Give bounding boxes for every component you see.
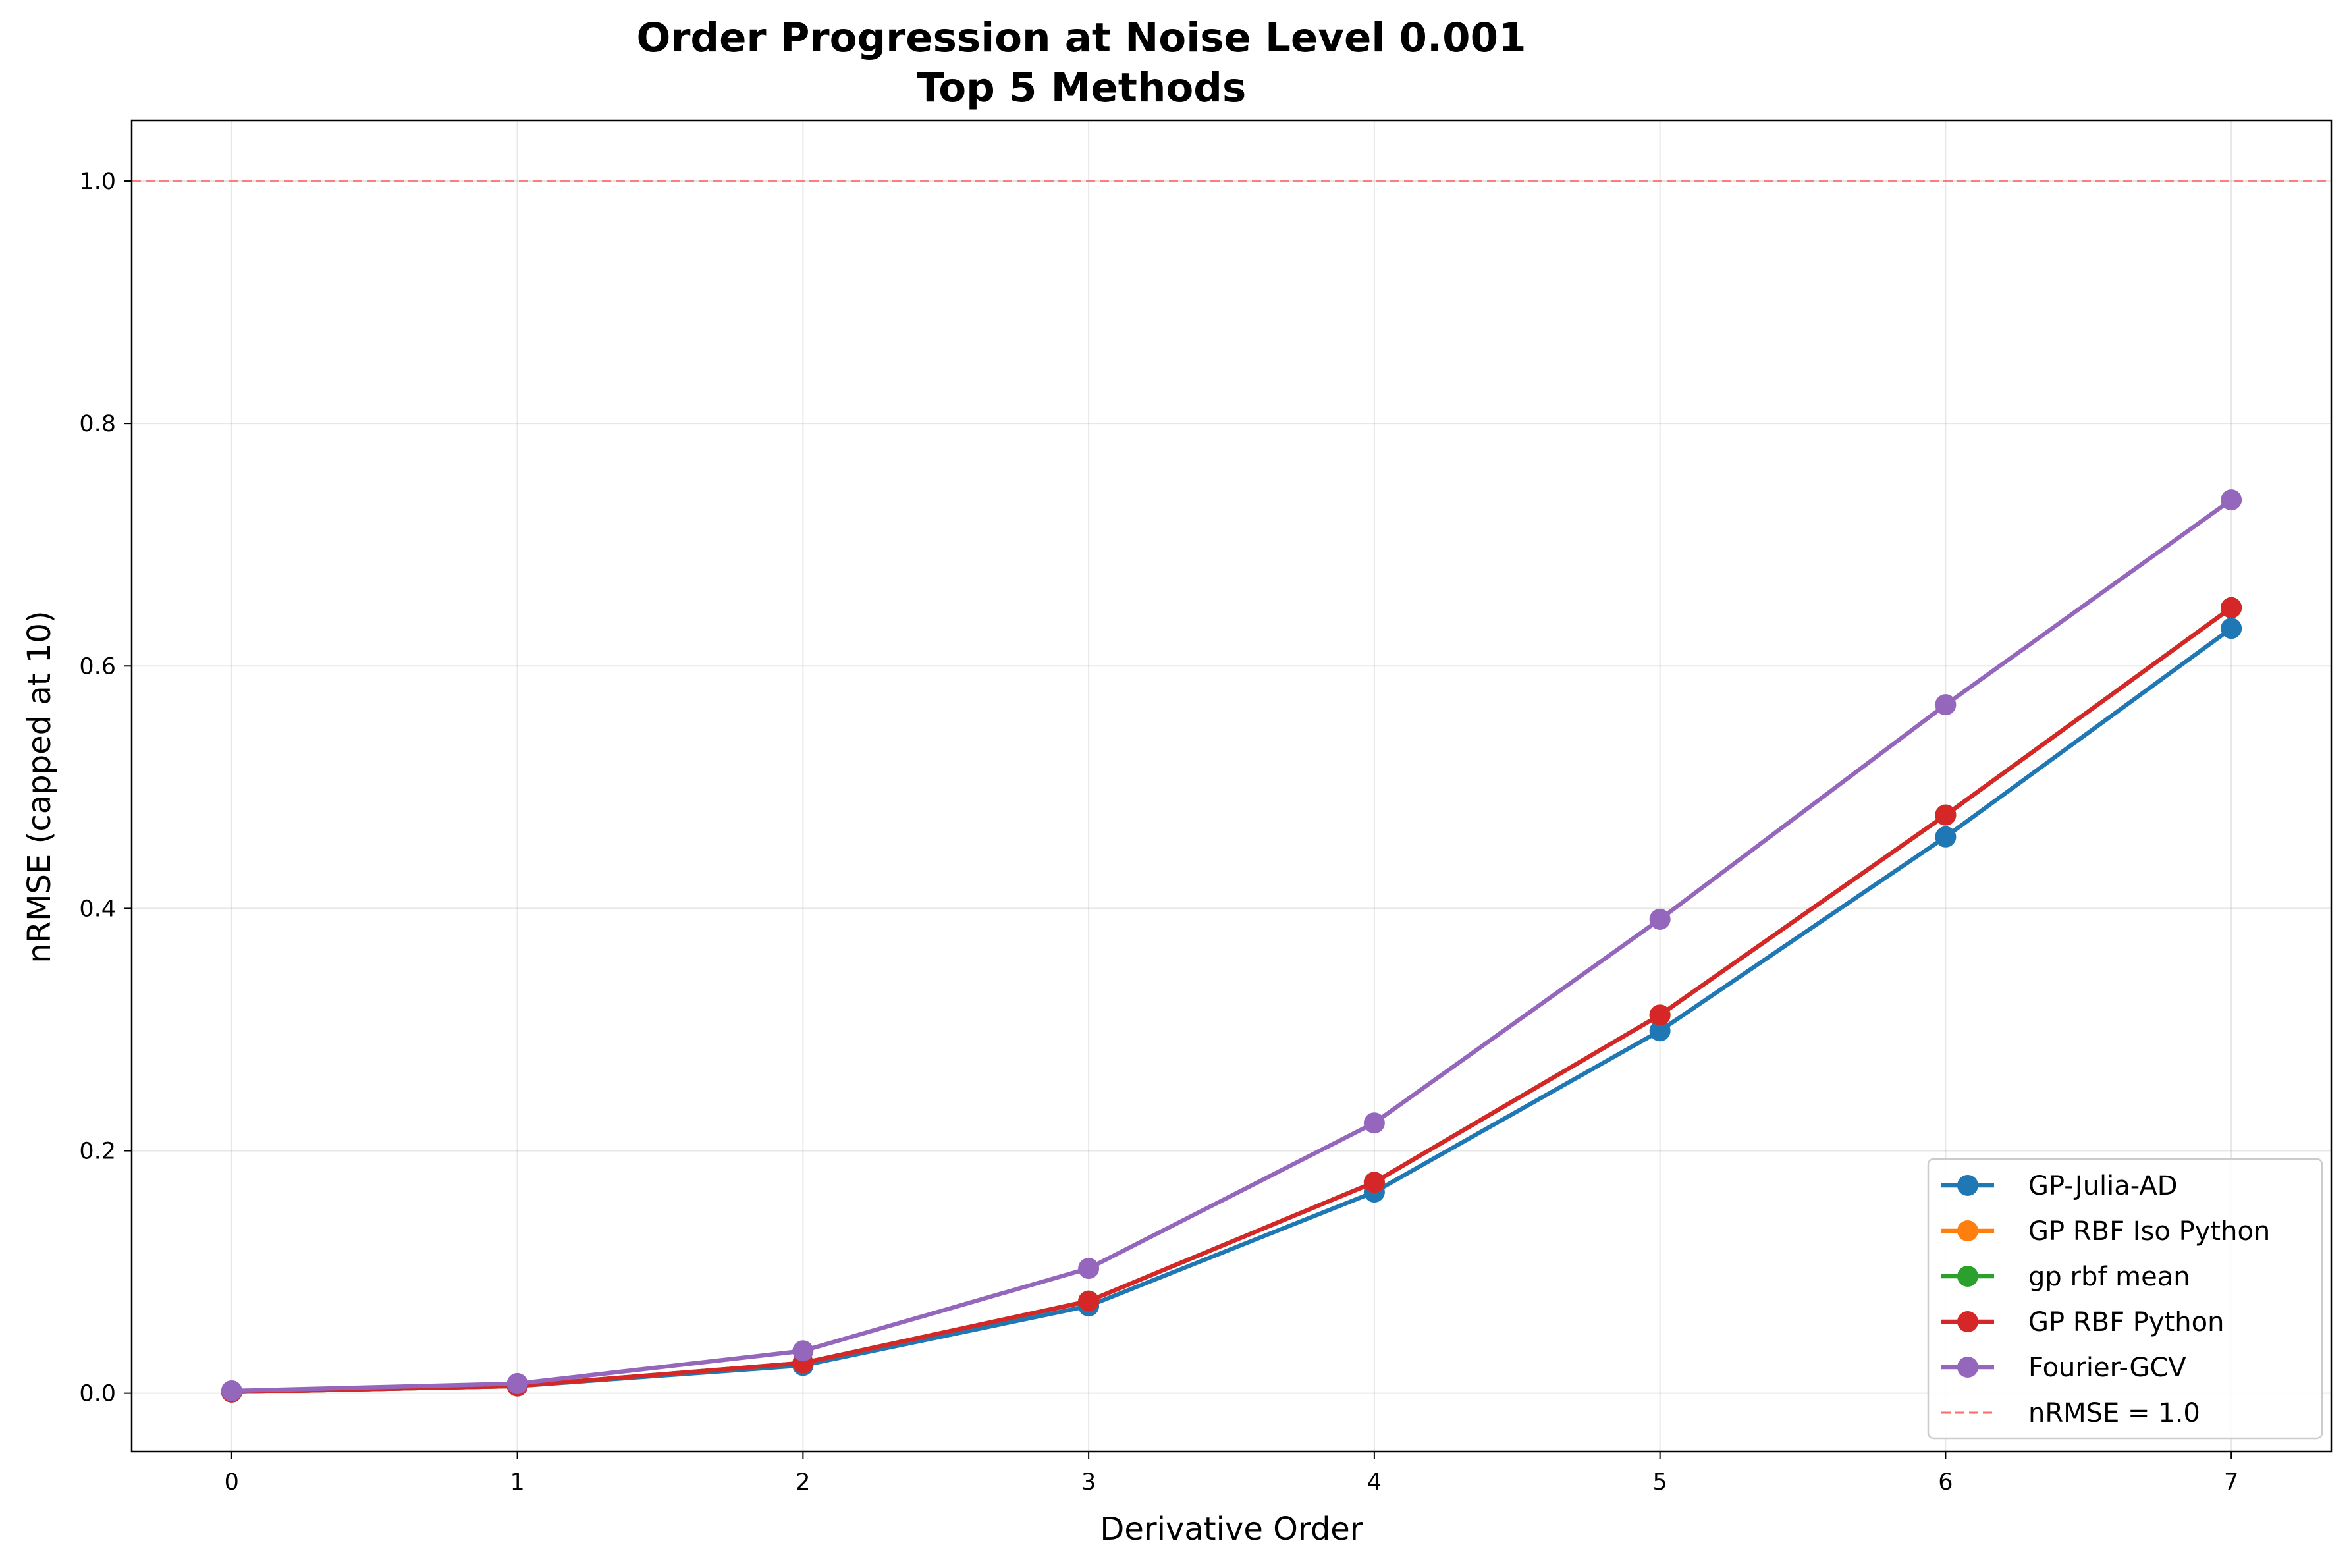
series-layer (221, 489, 2242, 1403)
data-point (2221, 489, 2242, 511)
data-point (792, 1340, 814, 1362)
series-line (229, 605, 2234, 1395)
legend-swatch-marker (1957, 1357, 1978, 1378)
legend-label: GP-Julia-AD (2028, 1171, 2178, 1201)
y-tick-label: 0.6 (79, 653, 116, 680)
legend-swatch-marker (1957, 1311, 1978, 1332)
x-tick-label: 2 (796, 1469, 810, 1496)
legend-label: Fourier-GCV (2028, 1353, 2186, 1383)
y-axis-label: nRMSE (capped at 10) (21, 610, 58, 963)
x-tick-label: 3 (1081, 1469, 1096, 1496)
legend-swatch-marker (1957, 1175, 1978, 1196)
data-point (1935, 804, 1957, 826)
data-point (1649, 1020, 1671, 1042)
legend-swatch-marker (1957, 1266, 1978, 1287)
legend-item: gp rbf mean (1941, 1262, 2190, 1292)
x-tick-label: 4 (1367, 1469, 1382, 1496)
data-point (1363, 1112, 1385, 1134)
x-tick-label: 5 (1653, 1469, 1667, 1496)
legend-item-reference: nRMSE = 1.0 (1941, 1398, 2200, 1428)
data-point (506, 1372, 528, 1394)
legend-label: GP RBF Python (2028, 1307, 2224, 1338)
series-fourier-gcv (221, 489, 2242, 1401)
data-point (1935, 826, 1957, 848)
legend-item: GP RBF Iso Python (1941, 1216, 2270, 1247)
x-tick-label: 1 (510, 1469, 524, 1496)
x-tick-label: 7 (2224, 1469, 2238, 1496)
data-point (1363, 1172, 1385, 1193)
data-point (2221, 597, 2242, 618)
legend-box (1927, 1158, 2323, 1440)
data-point (1078, 1290, 1100, 1312)
y-tick-label: 0.8 (79, 411, 116, 437)
legend-swatch-marker (1957, 1220, 1978, 1241)
x-axis-label: Derivative Order (1100, 1511, 1363, 1548)
legend-item: GP RBF Python (1941, 1307, 2224, 1338)
data-point (1649, 908, 1671, 930)
data-point (221, 1380, 242, 1401)
y-tick-label: 0.0 (79, 1381, 116, 1407)
data-point (1649, 1004, 1671, 1026)
legend-item: GP-Julia-AD (1941, 1171, 2178, 1201)
x-tick-label: 0 (225, 1469, 239, 1496)
data-point (1078, 1258, 1100, 1280)
legend-label: gp rbf mean (2028, 1262, 2190, 1292)
chart-title: Order Progression at Noise Level 0.001 (636, 14, 1526, 61)
data-point (1935, 694, 1957, 716)
series-line (229, 497, 2234, 1393)
data-point (2221, 618, 2242, 639)
legend: GP-Julia-AD GP RBF Iso Python gp rbf mean G… (1927, 1158, 2323, 1440)
y-tick-label: 0.4 (79, 896, 116, 922)
y-tick-label: 1.0 (79, 169, 116, 195)
plot-frame (130, 119, 2333, 1453)
y-axis-ticks: 0.0 0.2 0.4 0.6 0.8 1.0 (79, 169, 132, 1407)
legend-label: GP RBF Iso Python (2028, 1216, 2270, 1247)
chart-subtitle: Top 5 Methods (917, 65, 1247, 111)
x-axis-ticks: 0 1 2 3 4 5 6 7 (225, 1451, 2238, 1496)
x-tick-label: 6 (1938, 1469, 1953, 1496)
legend-item: Fourier-GCV (1941, 1353, 2186, 1383)
y-tick-label: 0.2 (79, 1139, 116, 1165)
legend-label: nRMSE = 1.0 (2028, 1398, 2200, 1428)
